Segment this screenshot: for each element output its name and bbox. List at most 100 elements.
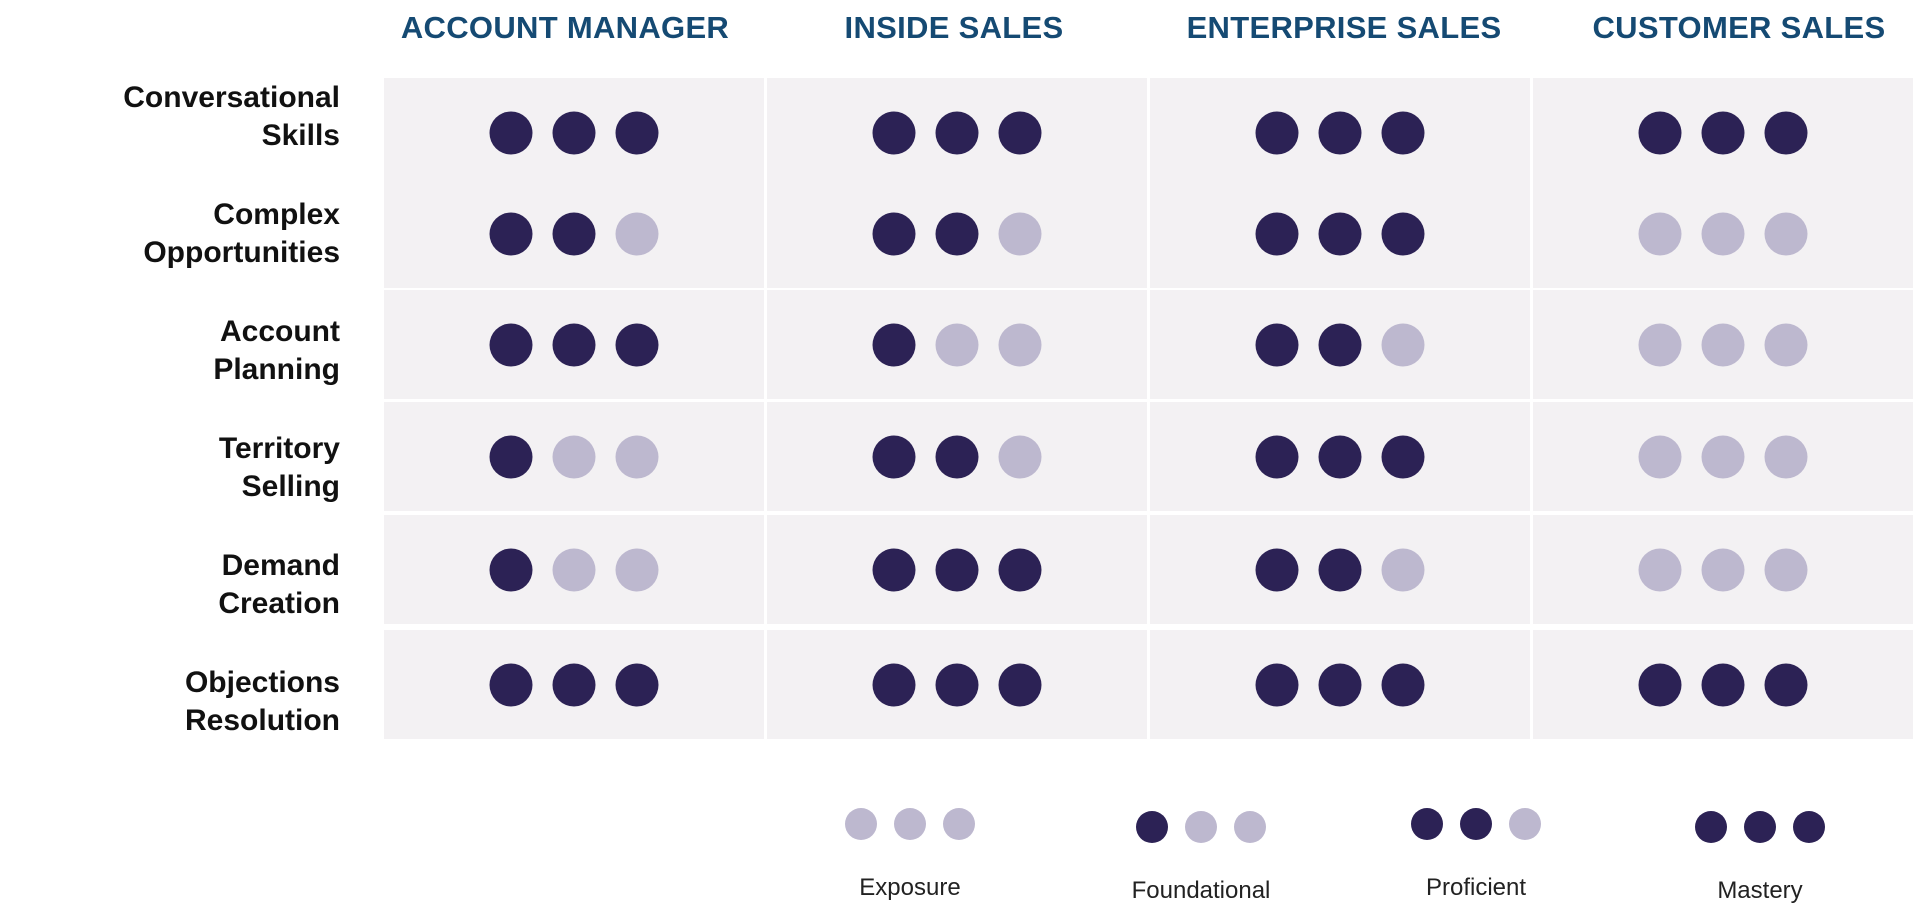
matrix-cell	[1533, 179, 1913, 288]
filled-dot	[1318, 212, 1362, 255]
filled-dot	[1638, 111, 1682, 154]
legend-mastery: Mastery	[1650, 811, 1870, 921]
row-label-demand-creation: Demand Creation	[0, 547, 340, 623]
row-label-line: Objections	[184, 666, 340, 699]
filled-dot	[1255, 212, 1299, 255]
filled-dot	[1701, 663, 1745, 706]
empty-dot	[998, 435, 1042, 478]
filled-dot	[1695, 811, 1727, 843]
row-label-objections-resolution: Objections Resolution	[0, 664, 340, 740]
filled-dot	[552, 111, 596, 154]
filled-dot	[1318, 435, 1362, 478]
filled-dot	[1701, 111, 1745, 154]
empty-dot	[1381, 548, 1425, 591]
row-label-line: Planning	[213, 353, 340, 386]
filled-dot	[1255, 323, 1299, 366]
empty-dot	[845, 808, 877, 840]
filled-dot	[489, 111, 533, 154]
empty-dot	[1764, 435, 1808, 478]
filled-dot	[872, 323, 916, 366]
matrix-cell	[384, 78, 764, 187]
matrix-cell	[767, 179, 1147, 288]
matrix-cell	[1150, 515, 1530, 624]
filled-dot	[1411, 808, 1443, 840]
filled-dot	[615, 111, 659, 154]
matrix-cell	[767, 630, 1147, 739]
filled-dot	[552, 323, 596, 366]
legend-label: Proficient	[1425, 874, 1527, 901]
filled-dot	[489, 663, 533, 706]
filled-dot	[998, 111, 1042, 154]
filled-dot	[1460, 808, 1492, 840]
empty-dot	[1509, 808, 1541, 840]
column-header-customer-sales: CUSTOMER SALES	[1592, 10, 1886, 45]
filled-dot	[872, 212, 916, 255]
filled-dot	[552, 212, 596, 255]
empty-dot	[1638, 435, 1682, 478]
empty-dot	[1764, 212, 1808, 255]
row-label-line: Selling	[241, 470, 340, 503]
empty-dot	[552, 435, 596, 478]
row-label-line: Skills	[261, 119, 340, 152]
matrix-cell	[384, 630, 764, 739]
empty-dot	[1701, 435, 1745, 478]
empty-dot	[1381, 323, 1425, 366]
filled-dot	[1318, 111, 1362, 154]
filled-dot	[998, 663, 1042, 706]
legend-exposure: Exposure	[800, 808, 1020, 918]
column-header-account-manager: ACCOUNT MANAGER	[400, 10, 730, 45]
row-label-complex-opportunities: Complex Opportunities	[0, 196, 340, 272]
matrix-cell	[384, 515, 764, 624]
filled-dot	[1255, 435, 1299, 478]
matrix-cell	[384, 402, 764, 511]
filled-dot	[1381, 435, 1425, 478]
filled-dot	[489, 323, 533, 366]
matrix-cell	[1533, 78, 1913, 187]
filled-dot	[552, 663, 596, 706]
empty-dot	[998, 212, 1042, 255]
legend-label: Foundational	[1131, 877, 1271, 904]
row-label-conversational-skills: Conversational Skills	[0, 79, 340, 155]
legend-foundational: Foundational	[1091, 811, 1311, 921]
filled-dot	[1255, 548, 1299, 591]
legend-proficient: Proficient	[1366, 808, 1586, 918]
filled-dot	[1318, 548, 1362, 591]
empty-dot	[1234, 811, 1266, 843]
filled-dot	[872, 435, 916, 478]
matrix-cell	[1533, 515, 1913, 624]
column-header-inside-sales: INSIDE SALES	[844, 10, 1064, 45]
matrix-cell	[1150, 630, 1530, 739]
filled-dot	[1318, 323, 1362, 366]
empty-dot	[1701, 212, 1745, 255]
empty-dot	[998, 323, 1042, 366]
filled-dot	[1318, 663, 1362, 706]
matrix-cell	[1150, 179, 1530, 288]
filled-dot	[872, 111, 916, 154]
filled-dot	[935, 663, 979, 706]
column-header-enterprise-sales: ENTERPRISE SALES	[1186, 10, 1502, 45]
filled-dot	[1638, 663, 1682, 706]
filled-dot	[1381, 663, 1425, 706]
matrix-cell	[1533, 630, 1913, 739]
empty-dot	[1638, 323, 1682, 366]
filled-dot	[1764, 111, 1808, 154]
filled-dot	[1255, 111, 1299, 154]
row-label-line: Creation	[218, 587, 340, 620]
empty-dot	[894, 808, 926, 840]
empty-dot	[615, 548, 659, 591]
matrix-cell	[767, 290, 1147, 399]
empty-dot	[935, 323, 979, 366]
filled-dot	[1381, 212, 1425, 255]
filled-dot	[1136, 811, 1168, 843]
empty-dot	[1638, 212, 1682, 255]
row-label-line: Demand	[221, 549, 340, 582]
filled-dot	[872, 663, 916, 706]
filled-dot	[998, 548, 1042, 591]
matrix-cell	[767, 402, 1147, 511]
empty-dot	[552, 548, 596, 591]
matrix-cell	[767, 78, 1147, 187]
row-label-territory-selling: Territory Selling	[0, 430, 340, 506]
empty-dot	[1701, 323, 1745, 366]
empty-dot	[1764, 548, 1808, 591]
row-label-account-planning: Account Planning	[0, 313, 340, 389]
